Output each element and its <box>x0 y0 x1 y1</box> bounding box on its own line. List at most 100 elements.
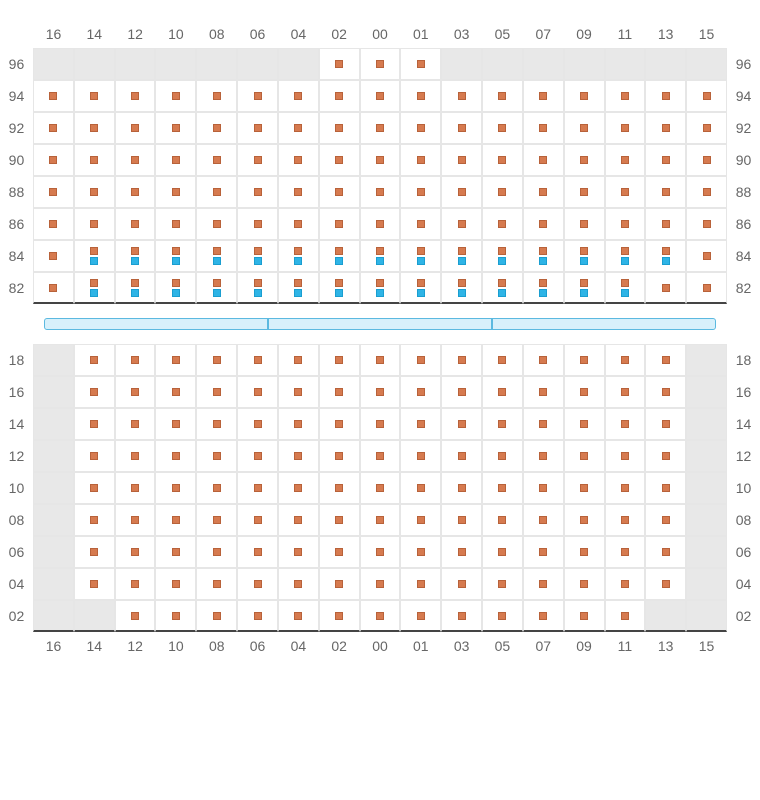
seat-cell[interactable] <box>360 144 401 176</box>
seat-cell[interactable] <box>605 440 646 472</box>
seat-cell[interactable] <box>523 144 564 176</box>
seat-cell[interactable] <box>645 208 686 240</box>
seat-cell[interactable] <box>237 80 278 112</box>
seat-cell[interactable] <box>564 144 605 176</box>
seat-cell[interactable] <box>115 600 156 632</box>
seat-cell[interactable] <box>278 112 319 144</box>
seat-cell[interactable] <box>115 504 156 536</box>
seat-cell[interactable] <box>155 504 196 536</box>
seat-cell[interactable] <box>360 208 401 240</box>
seat-cell[interactable] <box>155 600 196 632</box>
seat-cell[interactable] <box>605 504 646 536</box>
seat-cell[interactable] <box>155 112 196 144</box>
seat-cell[interactable] <box>237 344 278 376</box>
seat-cell[interactable] <box>523 272 564 304</box>
seat-cell[interactable] <box>360 408 401 440</box>
seat-cell[interactable] <box>400 568 441 600</box>
seat-cell[interactable] <box>196 536 237 568</box>
seat-cell[interactable] <box>155 240 196 272</box>
seat-cell[interactable] <box>605 144 646 176</box>
seat-cell[interactable] <box>237 208 278 240</box>
seat-cell[interactable] <box>155 408 196 440</box>
seat-cell[interactable] <box>196 112 237 144</box>
seat-cell[interactable] <box>482 504 523 536</box>
seat-cell[interactable] <box>319 376 360 408</box>
seat-cell[interactable] <box>523 80 564 112</box>
seat-cell[interactable] <box>523 504 564 536</box>
seat-cell[interactable] <box>564 376 605 408</box>
seat-cell[interactable] <box>278 504 319 536</box>
seat-cell[interactable] <box>196 600 237 632</box>
seat-cell[interactable] <box>33 272 74 304</box>
seat-cell[interactable] <box>155 376 196 408</box>
seat-cell[interactable] <box>400 112 441 144</box>
seat-cell[interactable] <box>319 240 360 272</box>
seat-cell[interactable] <box>482 208 523 240</box>
seat-cell[interactable] <box>115 536 156 568</box>
seat-cell[interactable] <box>645 344 686 376</box>
seat-cell[interactable] <box>196 376 237 408</box>
seat-cell[interactable] <box>319 80 360 112</box>
seat-cell[interactable] <box>196 408 237 440</box>
seat-cell[interactable] <box>237 376 278 408</box>
seat-cell[interactable] <box>441 272 482 304</box>
seat-cell[interactable] <box>564 344 605 376</box>
seat-cell[interactable] <box>441 472 482 504</box>
seat-cell[interactable] <box>523 568 564 600</box>
seat-cell[interactable] <box>115 112 156 144</box>
seat-cell[interactable] <box>74 568 115 600</box>
seat-cell[interactable] <box>278 176 319 208</box>
seat-cell[interactable] <box>482 240 523 272</box>
seat-cell[interactable] <box>74 208 115 240</box>
seat-cell[interactable] <box>482 272 523 304</box>
seat-cell[interactable] <box>605 408 646 440</box>
seat-cell[interactable] <box>482 144 523 176</box>
seat-cell[interactable] <box>278 80 319 112</box>
seat-cell[interactable] <box>400 272 441 304</box>
seat-cell[interactable] <box>155 568 196 600</box>
seat-cell[interactable] <box>237 472 278 504</box>
strip-segment[interactable] <box>492 318 716 330</box>
seat-cell[interactable] <box>564 440 605 472</box>
seat-cell[interactable] <box>523 600 564 632</box>
seat-cell[interactable] <box>564 112 605 144</box>
seat-cell[interactable] <box>605 176 646 208</box>
seat-cell[interactable] <box>319 344 360 376</box>
seat-cell[interactable] <box>278 344 319 376</box>
seat-cell[interactable] <box>115 344 156 376</box>
seat-cell[interactable] <box>237 440 278 472</box>
seat-cell[interactable] <box>155 472 196 504</box>
seat-cell[interactable] <box>400 80 441 112</box>
seat-cell[interactable] <box>605 344 646 376</box>
seat-cell[interactable] <box>605 568 646 600</box>
seat-cell[interactable] <box>645 536 686 568</box>
seat-cell[interactable] <box>74 144 115 176</box>
seat-cell[interactable] <box>605 80 646 112</box>
seat-cell[interactable] <box>196 240 237 272</box>
seat-cell[interactable] <box>482 536 523 568</box>
seat-cell[interactable] <box>441 568 482 600</box>
seat-cell[interactable] <box>645 504 686 536</box>
seat-cell[interactable] <box>360 80 401 112</box>
strip-segment[interactable] <box>44 318 268 330</box>
seat-cell[interactable] <box>115 568 156 600</box>
seat-cell[interactable] <box>115 144 156 176</box>
seat-cell[interactable] <box>605 208 646 240</box>
seat-cell[interactable] <box>237 536 278 568</box>
seat-cell[interactable] <box>564 272 605 304</box>
seat-cell[interactable] <box>196 440 237 472</box>
seat-cell[interactable] <box>482 440 523 472</box>
seat-cell[interactable] <box>482 376 523 408</box>
seat-cell[interactable] <box>482 344 523 376</box>
seat-cell[interactable] <box>400 600 441 632</box>
seat-cell[interactable] <box>33 80 74 112</box>
seat-cell[interactable] <box>237 408 278 440</box>
seat-cell[interactable] <box>645 440 686 472</box>
seat-cell[interactable] <box>686 144 727 176</box>
seat-cell[interactable] <box>237 176 278 208</box>
seat-cell[interactable] <box>74 440 115 472</box>
seat-cell[interactable] <box>523 536 564 568</box>
seat-cell[interactable] <box>319 536 360 568</box>
seat-cell[interactable] <box>564 240 605 272</box>
seat-cell[interactable] <box>115 240 156 272</box>
